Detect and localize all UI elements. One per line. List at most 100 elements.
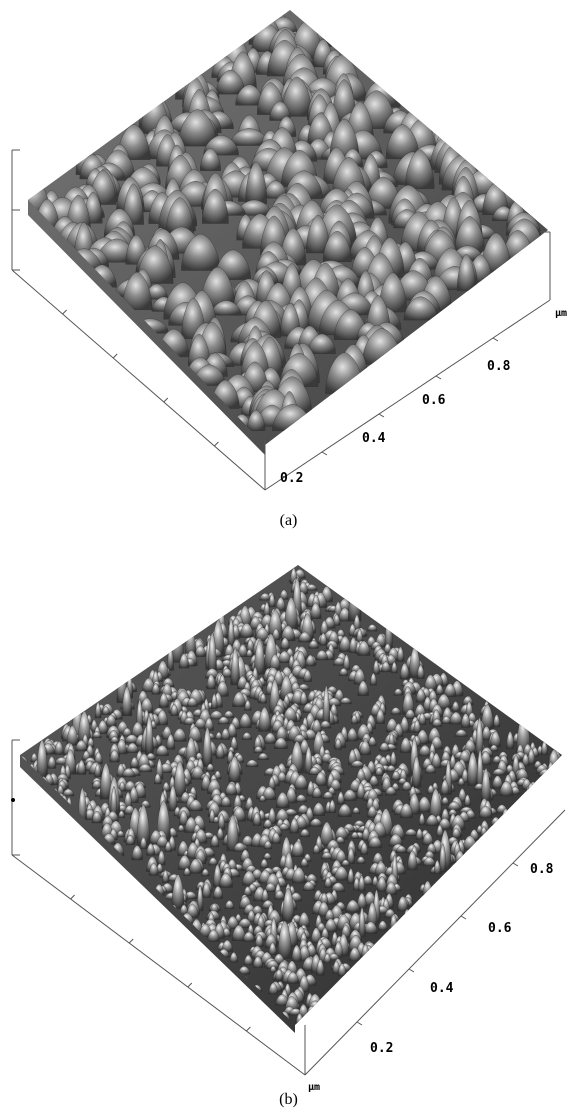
surface-bump: [227, 722, 237, 738]
surface-bump: [378, 272, 407, 313]
surface-bump: [202, 726, 213, 767]
surface-bump: [146, 843, 156, 856]
surface-bump: [336, 629, 346, 638]
surface-bump: [263, 601, 271, 617]
surface-bump: [372, 660, 380, 675]
surface-bump: [183, 867, 191, 876]
surface-bump: [343, 654, 351, 671]
surface-bump: [275, 808, 290, 823]
surface-bump: [167, 644, 174, 671]
surface-bump: [151, 683, 161, 695]
axis-tick: [356, 1021, 363, 1026]
surface-bump: [435, 684, 444, 695]
surface-bump: [400, 737, 412, 753]
surface-bump: [396, 646, 405, 662]
surface-bump: [358, 875, 366, 892]
surface-bump: [274, 890, 285, 900]
surface-bump: [258, 707, 271, 732]
surface-bump: [489, 731, 501, 748]
surface-bump: [271, 832, 281, 844]
surface-bump: [77, 759, 86, 775]
surface-bump: [226, 916, 239, 929]
surface-bump: [215, 743, 225, 759]
surface-bump: [227, 618, 235, 647]
surface-bump: [294, 774, 308, 790]
surface-bump: [356, 628, 364, 643]
axis-tick: [435, 375, 442, 380]
surface-bump: [298, 631, 312, 643]
surface-texture-b: [20, 567, 562, 1025]
surface-bump: [173, 761, 187, 797]
surface-bump: [178, 109, 217, 147]
surface-bump: [388, 833, 403, 847]
surface-bump: [164, 841, 172, 852]
surface-bump: [299, 691, 308, 706]
axis-tick: [62, 309, 67, 315]
surface-bump: [402, 691, 415, 715]
tick-label-a-3: 0.8: [487, 359, 511, 374]
surface-bump: [97, 720, 109, 734]
surface-bump: [420, 895, 430, 904]
surface-bump: [208, 857, 218, 866]
surface-bump: [304, 746, 313, 774]
surface-bump: [475, 717, 484, 757]
surface-bump: [188, 799, 203, 812]
axes-b: [11, 739, 566, 1076]
surface-bump: [379, 742, 390, 752]
surface-bump: [415, 688, 426, 703]
surface-bump: [285, 786, 297, 804]
surface-bump: [284, 597, 299, 631]
surface-bump: [109, 749, 120, 763]
surface-bump: [339, 697, 352, 705]
surface-bump: [291, 840, 305, 857]
surface-bump: [162, 869, 169, 883]
surface-bump: [333, 941, 344, 958]
surface-bump: [376, 876, 387, 892]
surface-bump: [308, 640, 319, 649]
surface-bump: [341, 859, 350, 867]
surface-bump: [269, 101, 291, 121]
surface-bump: [424, 674, 437, 691]
axis-tick: [214, 441, 219, 447]
axis-tick: [492, 337, 499, 342]
axis-tick: [460, 915, 467, 920]
surface-bump: [447, 801, 461, 811]
surface-bump: [118, 810, 125, 818]
axis-tick: [112, 353, 118, 359]
surface-bump: [309, 818, 323, 827]
surface-bump: [213, 885, 223, 899]
tick-label-a-0: 0.2: [280, 471, 303, 486]
surface-bump: [322, 685, 331, 726]
surface-bump: [242, 931, 255, 942]
surface-bump: [268, 942, 277, 955]
surface-bump: [454, 216, 485, 255]
surface-bump: [171, 874, 185, 909]
surface-bump: [413, 719, 421, 733]
surface-bump: [422, 832, 434, 845]
surface-bump: [126, 742, 139, 753]
surface-bump: [110, 785, 118, 817]
surface-bump: [493, 714, 501, 728]
surface-bump: [499, 780, 514, 797]
surface-bump: [155, 744, 169, 757]
tick-label-a-1: 0.4: [362, 431, 386, 446]
surface-bump: [207, 929, 220, 942]
surface-bump: [245, 759, 259, 767]
surface-bump: [331, 882, 346, 892]
axis-tick: [378, 413, 385, 418]
axis-tick: [163, 397, 169, 403]
surface-bump: [105, 714, 117, 727]
surface-bump: [262, 786, 277, 800]
surface-bump: [263, 732, 277, 744]
surface-bump: [217, 716, 230, 725]
surface-bump: [220, 796, 232, 807]
surface-bump: [116, 830, 125, 837]
surface-bump: [209, 710, 224, 720]
surface-bump: [166, 733, 176, 750]
surface-bump: [177, 824, 185, 832]
tick-label-b-3: 0.8: [530, 862, 554, 877]
surface-bump: [275, 792, 290, 808]
surface-bump: [280, 637, 290, 650]
surface-bump: [206, 674, 216, 690]
surface-bump: [210, 903, 219, 913]
